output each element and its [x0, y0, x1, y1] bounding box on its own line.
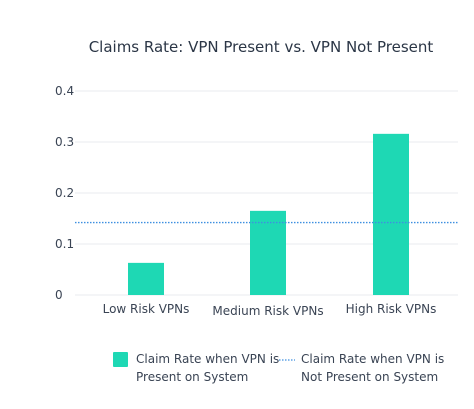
y-tick-label: 0.3	[55, 135, 74, 149]
y-axis-ticks: 0 0.1 0.2 0.3 0.4	[55, 84, 74, 302]
bar	[373, 133, 409, 295]
x-tick-label: High Risk VPNs	[346, 302, 437, 316]
legend-label-line-line-2: Not Present on System	[301, 370, 438, 384]
y-tick-label: 0.4	[55, 84, 74, 98]
x-axis-labels: Low Risk VPNs Medium Risk VPNs High Risk V…	[103, 302, 437, 318]
bar	[250, 210, 286, 295]
y-tick-label: 0.2	[55, 186, 74, 200]
legend-label-bar-line-1: Claim Rate when VPN is	[136, 352, 279, 366]
legend-swatch-bar	[113, 352, 128, 367]
bar	[128, 262, 164, 295]
bars	[128, 133, 409, 295]
y-tick-label: 0.1	[55, 237, 74, 251]
legend-label-line-line-1: Claim Rate when VPN is	[301, 352, 444, 366]
y-tick-label: 0	[55, 288, 63, 302]
x-tick-label: Medium Risk VPNs	[212, 304, 323, 318]
legend: Claim Rate when VPN is Present on System…	[113, 352, 444, 384]
chart-title: Claims Rate: VPN Present vs. VPN Not Pre…	[89, 38, 434, 56]
x-tick-label: Low Risk VPNs	[103, 302, 190, 316]
legend-label-bar-line-2: Present on System	[136, 370, 248, 384]
